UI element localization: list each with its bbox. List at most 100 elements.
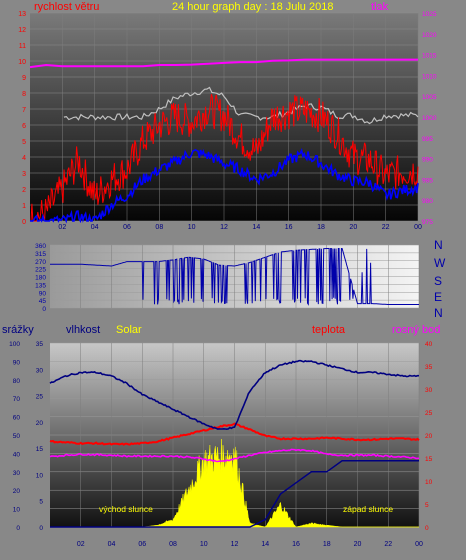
p1-left-tick-label: 9 (22, 75, 26, 82)
p3-right-tick-label: 25 (425, 410, 433, 417)
wind-direction-line (50, 248, 419, 306)
x-tick-label: 02 (77, 541, 85, 548)
p1-left-tick-label: 0 (22, 219, 26, 226)
p1-left-tick-label: 13 (18, 11, 26, 18)
humidity-line (49, 359, 419, 431)
p3-humidity-tick-label: 15 (36, 446, 44, 453)
p1-left-tick-label: 8 (22, 91, 26, 98)
p3-right-tick-label: 40 (425, 341, 433, 348)
p3-rain-tick-label: 30 (13, 470, 21, 477)
wind-speed-label: rychlost větru (34, 1, 99, 13)
x-tick-label: 12 (231, 541, 239, 548)
x-tick-label: 14 (252, 224, 260, 231)
p3-rain-tick-label: 50 (13, 433, 21, 440)
p3-rain-tick-label: 60 (13, 415, 21, 422)
chart-title: 24 hour graph day : 18 Julu 2018 (172, 1, 333, 13)
tick-labels: 0123456789101112139759809859909951000100… (9, 11, 437, 548)
wind-avg-line (29, 147, 419, 224)
x-tick-label: 20 (354, 541, 362, 548)
x-tick-label: 22 (382, 224, 390, 231)
x-tick-label: 06 (138, 541, 146, 548)
p3-humidity-tick-label: 5 (39, 499, 43, 506)
p1-left-tick-label: 10 (18, 59, 26, 66)
p1-right-tick-label: 1000 (422, 115, 437, 122)
max-gust-line (63, 86, 419, 125)
p1-left-tick-label: 5 (22, 139, 26, 146)
sunrise-annotation: východ slunce (99, 504, 153, 514)
p2-tick-label: 315 (35, 251, 46, 258)
p3-right-tick-label: 0 (425, 525, 429, 532)
p3-rain-tick-label: 20 (13, 488, 21, 495)
x-tick-label: 10 (200, 541, 208, 548)
rain-line (50, 460, 419, 528)
p1-left-tick-label: 6 (22, 123, 26, 130)
p1-right-tick-label: 1010 (422, 73, 437, 80)
p3-rain-tick-label: 70 (13, 396, 21, 403)
p3-rain-tick-label: 10 (13, 507, 21, 514)
sunset-annotation: západ slunce (343, 504, 393, 514)
p3-rain-tick-label: 100 (9, 341, 20, 348)
p2-tick-label: 90 (39, 290, 47, 297)
p3-rain-tick-label: 90 (13, 359, 21, 366)
compass-n-top: N (434, 238, 443, 252)
p1-left-tick-label: 4 (22, 155, 26, 162)
rain-label: srážky (2, 324, 34, 336)
p3-right-tick-label: 10 (425, 479, 433, 486)
wind-gust-line (30, 94, 419, 222)
x-tick-label: 18 (323, 541, 331, 548)
series-layer (29, 58, 420, 528)
dewpoint-label: rosný bod (392, 324, 440, 336)
p2-tick-label: 135 (35, 282, 46, 289)
x-tick-label: 18 (317, 224, 325, 231)
p1-left-tick-label: 7 (22, 107, 26, 114)
compass-e: E (434, 290, 442, 304)
dewpoint-line (49, 448, 420, 463)
p1-right-tick-label: 980 (422, 198, 433, 205)
p2-tick-label: 270 (35, 259, 46, 266)
x-tick-label: 04 (91, 224, 99, 231)
p1-right-tick-label: 1005 (422, 94, 437, 101)
x-tick-label: 22 (384, 541, 392, 548)
x-tick-label: 08 (169, 541, 177, 548)
p3-right-tick-label: 15 (425, 456, 433, 463)
x-tick-label: 16 (292, 541, 300, 548)
humidity-label: vlhkost (66, 324, 100, 336)
p2-tick-label: 45 (39, 298, 47, 305)
p1-left-tick-label: 12 (18, 27, 26, 34)
p2-tick-label: 180 (35, 275, 46, 282)
p3-humidity-tick-label: 35 (36, 341, 44, 348)
p3-humidity-tick-label: 20 (36, 420, 44, 427)
compass-n-bottom: N (434, 306, 443, 320)
p1-left-tick-label: 11 (19, 43, 26, 50)
p3-rain-tick-label: 0 (16, 525, 20, 532)
p1-right-tick-label: 995 (422, 136, 433, 143)
p3-humidity-tick-label: 25 (36, 394, 44, 401)
x-tick-label: 16 (285, 224, 293, 231)
x-tick-label: 04 (108, 541, 116, 548)
p1-right-tick-label: 1020 (422, 32, 437, 39)
x-tick-label: 02 (58, 224, 66, 231)
p3-humidity-tick-label: 0 (39, 525, 43, 532)
x-tick-label: 00 (415, 541, 423, 548)
x-tick-label: 14 (261, 541, 269, 548)
compass-w: W (434, 256, 446, 270)
p2-tick-label: 225 (35, 267, 46, 274)
p2-tick-label: 360 (35, 243, 46, 250)
x-tick-label: 06 (123, 224, 131, 231)
p3-right-tick-label: 30 (425, 387, 433, 394)
compass-s: S (434, 274, 442, 288)
p1-right-tick-label: 985 (422, 177, 433, 184)
x-tick-label: 00 (414, 224, 422, 231)
p1-right-tick-label: 1015 (422, 53, 437, 60)
p1-left-tick-label: 2 (22, 187, 26, 194)
p3-right-tick-label: 20 (425, 433, 433, 440)
p3-humidity-tick-label: 30 (36, 367, 44, 374)
pressure-label: tlak (371, 1, 389, 13)
temperature-label: teplota (312, 324, 346, 336)
x-tick-label: 20 (349, 224, 357, 231)
p1-left-tick-label: 1 (22, 203, 26, 210)
x-tick-label: 08 (155, 224, 163, 231)
p1-right-tick-label: 990 (422, 157, 433, 164)
